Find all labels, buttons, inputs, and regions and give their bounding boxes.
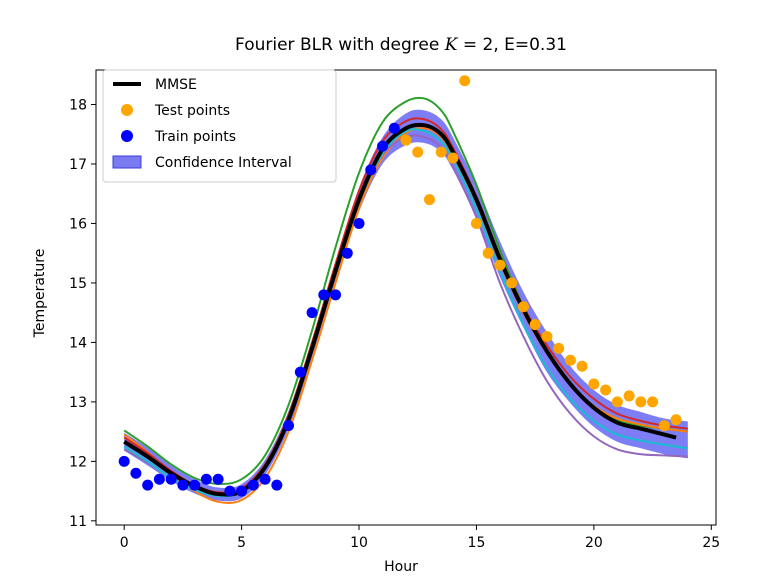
legend-test-marker — [121, 104, 133, 116]
y-tick-label: 17 — [69, 157, 87, 173]
test-point — [470, 217, 482, 229]
test-point — [576, 360, 588, 372]
chart-title-k: K — [444, 35, 459, 55]
test-point — [658, 420, 670, 432]
train-point — [353, 217, 365, 229]
train-point — [259, 473, 271, 485]
test-point — [553, 342, 565, 354]
legend-train-label: Train points — [154, 129, 236, 145]
y-tick-label: 12 — [69, 454, 87, 470]
legend-mmse-label: MMSE — [155, 77, 197, 93]
train-point — [212, 473, 224, 485]
chart-title-suffix: = 2, E=0.31 — [457, 35, 567, 55]
chart-title: Fourier BLR with degree K = 2, E=0.31 — [235, 35, 567, 55]
train-point — [189, 479, 201, 491]
x-tick-label: 15 — [468, 535, 486, 551]
x-tick-label: 5 — [237, 535, 246, 551]
y-tick-label: 11 — [69, 514, 87, 530]
legend: MMSE Test points Train points Confidence… — [102, 69, 337, 183]
train-point — [283, 420, 295, 432]
train-point — [153, 473, 165, 485]
train-point — [377, 140, 389, 152]
test-point — [529, 319, 541, 331]
legend-entry-mmse: MMSE — [113, 77, 197, 93]
train-point — [388, 122, 400, 134]
train-point — [341, 247, 353, 259]
legend-ci-patch — [112, 155, 142, 169]
train-point — [294, 366, 306, 378]
train-point — [271, 479, 283, 491]
legend-entry-train: Train points — [121, 129, 236, 145]
y-tick-label: 15 — [69, 276, 87, 292]
train-point — [200, 473, 212, 485]
x-tick-label: 25 — [702, 535, 720, 551]
legend-test-label: Test points — [154, 103, 230, 119]
test-point — [647, 396, 659, 408]
test-point — [447, 152, 459, 164]
test-point — [412, 146, 424, 158]
train-point — [130, 467, 142, 479]
y-axis: 11 12 13 14 15 16 17 18 — [69, 97, 96, 530]
train-point — [177, 479, 189, 491]
test-point — [482, 247, 494, 259]
train-point — [236, 485, 248, 497]
legend-box — [102, 69, 337, 183]
y-tick-label: 16 — [69, 216, 87, 232]
test-point — [588, 378, 600, 390]
y-tick-label: 14 — [69, 335, 87, 351]
x-tick-label: 0 — [120, 535, 129, 551]
test-point — [635, 396, 647, 408]
legend-ci-label: Confidence Interval — [155, 155, 292, 171]
test-point — [517, 301, 529, 313]
train-points-layer — [118, 122, 400, 497]
x-axis: 0 5 10 15 20 25 — [120, 525, 720, 551]
test-point — [494, 259, 506, 271]
test-point — [611, 396, 623, 408]
train-point — [142, 479, 154, 491]
train-point — [118, 455, 130, 467]
y-tick-label: 18 — [69, 97, 87, 113]
test-point — [459, 75, 471, 87]
x-tick-label: 10 — [350, 535, 368, 551]
test-point — [600, 384, 612, 396]
train-point — [165, 473, 177, 485]
train-point — [365, 164, 377, 176]
x-tick-label: 20 — [585, 535, 603, 551]
test-point — [564, 354, 576, 366]
train-point — [318, 289, 330, 301]
test-points-layer — [400, 75, 682, 432]
legend-entry-test: Test points — [121, 103, 230, 119]
test-point — [400, 134, 412, 146]
train-point — [247, 479, 259, 491]
legend-entry-ci: Confidence Interval — [112, 155, 292, 171]
plot-frame — [95, 69, 717, 526]
test-point — [623, 390, 635, 402]
train-point — [330, 289, 342, 301]
mmse-layer — [123, 122, 677, 497]
train-point — [224, 485, 236, 497]
train-point — [306, 307, 318, 319]
mmse-line — [123, 122, 677, 497]
y-axis-label: Temperature — [32, 249, 48, 339]
test-point — [670, 414, 682, 426]
x-axis-label: Hour — [384, 559, 418, 575]
test-point — [423, 194, 435, 206]
chart-title-prefix: Fourier BLR with degree — [235, 35, 445, 55]
y-tick-label: 13 — [69, 395, 87, 411]
legend-train-marker — [121, 130, 133, 142]
test-point — [541, 330, 553, 342]
test-point — [435, 146, 447, 158]
test-point — [506, 277, 518, 289]
